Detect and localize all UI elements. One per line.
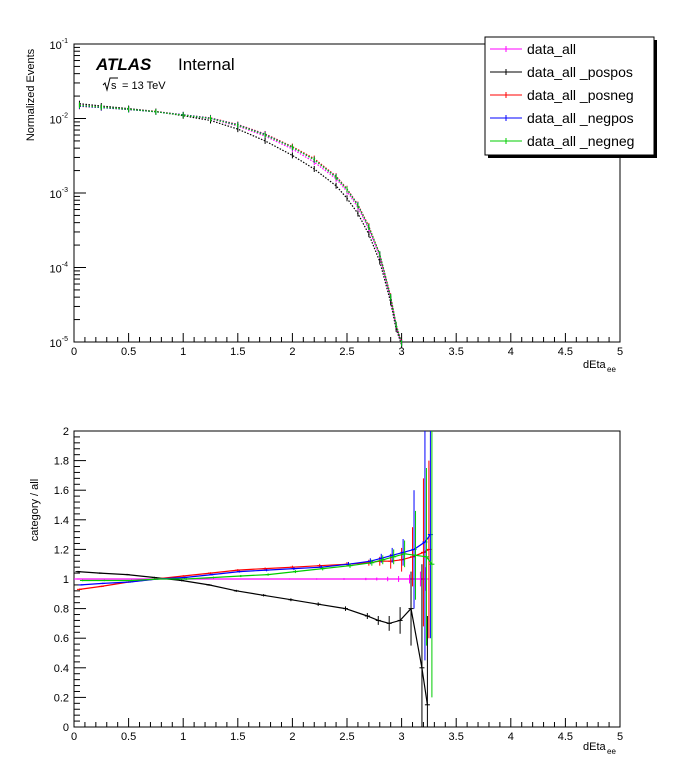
status-label: Internal [178, 55, 235, 74]
bottom-y-tick-label: 1.8 [54, 456, 69, 468]
bottom-x-tick-label: 2 [289, 731, 295, 743]
bottom-y-tick-label: 0.4 [54, 663, 69, 675]
top-y-tick-exponent: -3 [62, 187, 68, 194]
bottom-y-axis-label: category / all [29, 479, 41, 541]
legend-label: data_all [527, 41, 576, 57]
bottom-y-tick-label: 0.6 [54, 633, 69, 645]
bottom-series [75, 564, 430, 727]
top-y-axis-label: Normalized Events [25, 48, 37, 141]
bottom-x-tick-label: 2.5 [339, 731, 354, 743]
bottom-y-tick-label: 1 [63, 574, 69, 586]
top-series-line [79, 104, 403, 344]
top-panel: 0 0.5 1 1.5 2 2.5 3 3.5 4 4.5 5 10-5 10-4 10-3 10-2 10-… [50, 38, 624, 358]
bottom-y-tick-label: 1.4 [54, 515, 69, 527]
bottom-series-line [77, 571, 428, 705]
top-x-tick-label: 1.5 [230, 346, 245, 358]
top-x-tick-label: 5 [617, 346, 623, 358]
top-series [78, 100, 403, 348]
top-x-tick-label: 2.5 [339, 346, 354, 358]
bottom-x-tick-label: 4.5 [558, 731, 573, 743]
legend-box [484, 36, 655, 156]
bottom-panel: 0 0.5 1 1.5 2 2.5 3 3.5 4 4.5 5 0 0.2 0.4 0.6 0.8 1 1.2 1.… [54, 426, 623, 743]
legend-entry: data_all _negpos [490, 110, 634, 126]
energy-value: = 13 TeV [122, 80, 166, 92]
top-x-tick-label: 0 [71, 346, 77, 358]
bottom-x-tick-label: 3.5 [449, 731, 464, 743]
top-y-tick-label: 10-5 [50, 336, 69, 350]
bottom-x-tick-label: 5 [617, 731, 623, 743]
legend-label: data_all _pospos [527, 64, 633, 80]
top-x-axis-label-sub: ee [607, 365, 616, 374]
bottom-x-axis-label-main: dEta [583, 741, 607, 753]
bottom-series [78, 431, 433, 661]
legend-entry: data_all [490, 41, 576, 57]
bottom-y-tick-label: 0.8 [54, 604, 69, 616]
top-series [78, 103, 403, 346]
legend-entry: data_all _posneg [490, 87, 634, 103]
top-series [78, 103, 403, 346]
legend-entry: data_all _negneg [490, 133, 634, 149]
top-y-tick-exponent: -5 [62, 336, 68, 343]
legend: data_all data_all _pospos data_all _posneg… [484, 36, 657, 158]
bottom-y-tick-label: 1.6 [54, 485, 69, 497]
top-y-tick-label: 10-4 [50, 262, 69, 276]
top-y-tick-exponent: -2 [62, 113, 68, 120]
bottom-x-tick-label: 0 [71, 731, 77, 743]
bottom-series-line [79, 548, 430, 590]
top-x-tick-label: 3 [399, 346, 405, 358]
energy-sqrt-s: s [111, 80, 117, 92]
bottom-x-tick-label: 0.5 [121, 731, 136, 743]
top-series-line [79, 105, 403, 344]
top-x-tick-label: 3.5 [449, 346, 464, 358]
top-x-tick-label: 1 [180, 346, 186, 358]
bottom-y-tick-label: 0 [63, 722, 69, 734]
top-series-line [79, 104, 403, 344]
top-x-tick-label: 2 [289, 346, 295, 358]
bottom-series-line [80, 534, 431, 586]
bottom-x-tick-label: 1.5 [230, 731, 245, 743]
top-y-tick-label: 10-2 [50, 113, 69, 127]
top-x-tick-label: 0.5 [121, 346, 136, 358]
top-x-axis-label: dEta ee [583, 359, 616, 374]
top-y-tick-label: 10-1 [50, 38, 69, 52]
bottom-y-tick-label: 1.2 [54, 544, 69, 556]
energy-label: s = 13 TeV [102, 77, 166, 92]
top-series-line [79, 105, 403, 343]
legend-entry: data_all _pospos [490, 64, 633, 80]
top-y-tick-label: 10-3 [50, 187, 69, 201]
top-y-tick-exponent: -1 [62, 38, 68, 45]
bottom-x-tick-label: 1 [180, 731, 186, 743]
bottom-x-axis-label: dEta ee [583, 741, 616, 756]
sqrt-icon [102, 77, 118, 92]
bottom-y-tick-label: 2 [63, 426, 69, 438]
legend-label: data_all _negpos [527, 110, 634, 126]
legend-label: data_all _negneg [527, 133, 634, 149]
bottom-series [76, 460, 432, 639]
bottom-x-axis-label-sub: ee [607, 747, 616, 756]
atlas-label: ATLAS [95, 55, 152, 74]
top-series-line [79, 103, 403, 345]
top-x-tick-label: 4.5 [558, 346, 573, 358]
top-y-tick-exponent: -4 [62, 262, 68, 269]
top-series [78, 101, 403, 347]
bottom-y-tick-label: 0.2 [54, 692, 69, 704]
bottom-series [79, 431, 435, 698]
top-x-tick-label: 4 [508, 346, 514, 358]
bottom-x-tick-label: 3 [399, 731, 405, 743]
top-x-axis-label-main: dEta [583, 359, 607, 371]
legend-label: data_all _posneg [527, 87, 634, 103]
bottom-x-tick-label: 4 [508, 731, 514, 743]
top-series [78, 102, 403, 347]
